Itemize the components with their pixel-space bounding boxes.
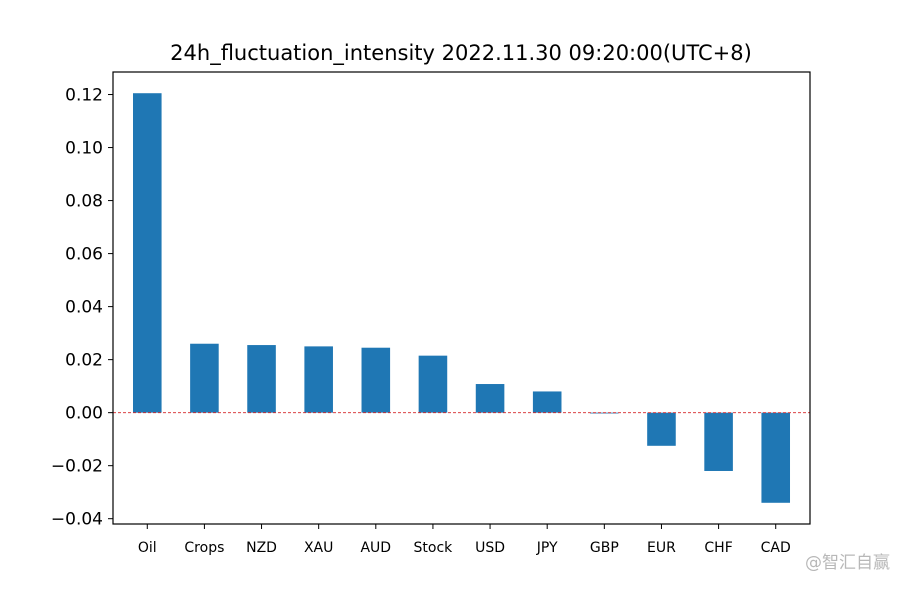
- x-tick-label: Oil: [138, 540, 157, 556]
- y-tick-label: 0.04: [65, 298, 103, 318]
- bar-jpy: [532, 391, 562, 413]
- bars-group: [133, 93, 791, 503]
- bar-oil: [133, 93, 162, 413]
- y-tick-label: −0.02: [51, 457, 103, 477]
- y-tick-label: 0.12: [65, 86, 103, 106]
- x-tick-label: Stock: [414, 540, 454, 556]
- y-tick-label: −0.04: [51, 510, 103, 530]
- y-axis-ticks: −0.04 −0.02 0.00 0.02 0.04 0.06 0.08 0.10 0.12: [51, 86, 113, 530]
- x-tick-label: CAD: [761, 540, 791, 556]
- y-tick-label: 0.02: [65, 351, 103, 371]
- bar-stock: [418, 355, 448, 413]
- chart-title: 24h_fluctuation_intensity 2022.11.30 09:…: [170, 41, 752, 66]
- y-tick-label: 0.10: [65, 139, 103, 159]
- x-tick-label: JPY: [536, 540, 558, 556]
- bar-eur: [647, 412, 676, 446]
- bar-chf: [704, 412, 733, 471]
- x-axis-ticks: Oil Crops NZD XAU AUD Stock USD JPY GBP EUR CHF CAD: [138, 524, 791, 556]
- x-tick-label: EUR: [647, 540, 676, 556]
- x-tick-label: CHF: [704, 540, 732, 556]
- bar-usd: [475, 384, 505, 413]
- x-tick-label: XAU: [304, 540, 333, 556]
- x-tick-label: Crops: [184, 540, 224, 556]
- bar-xau: [304, 346, 333, 413]
- x-tick-label: USD: [475, 540, 505, 556]
- y-tick-label: 0.08: [65, 192, 103, 212]
- x-tick-label: NZD: [246, 540, 277, 556]
- bar-aud: [361, 347, 391, 413]
- x-tick-label: GBP: [590, 540, 619, 556]
- bar-crops: [190, 343, 219, 413]
- watermark-text: @智汇自赢: [805, 553, 890, 573]
- y-tick-label: 0.00: [65, 404, 103, 424]
- plot-area-frame: [112, 71, 811, 525]
- x-tick-label: AUD: [360, 540, 391, 556]
- bar-cad: [761, 412, 791, 503]
- y-tick-label: 0.06: [65, 245, 103, 265]
- bar-nzd: [247, 345, 276, 413]
